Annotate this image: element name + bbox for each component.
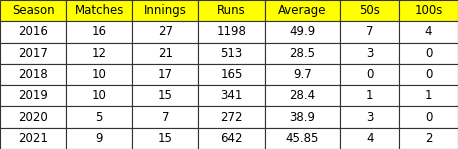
Text: 2017: 2017 xyxy=(18,47,48,60)
Bar xyxy=(340,106,399,128)
Bar xyxy=(132,106,198,128)
Bar xyxy=(198,21,265,43)
Text: Innings: Innings xyxy=(144,4,187,17)
Text: 38.9: 38.9 xyxy=(289,111,316,124)
Bar xyxy=(340,43,399,64)
Text: 10: 10 xyxy=(92,68,107,81)
Bar xyxy=(340,64,399,85)
Bar xyxy=(66,128,132,149)
Bar xyxy=(198,64,265,85)
Text: 16: 16 xyxy=(92,25,107,38)
Text: 0: 0 xyxy=(366,68,374,81)
Bar xyxy=(399,0,458,21)
Bar xyxy=(66,21,132,43)
Text: 2021: 2021 xyxy=(18,132,48,145)
Text: 4: 4 xyxy=(425,25,432,38)
Bar xyxy=(198,43,265,64)
Bar xyxy=(399,21,458,43)
Text: 9.7: 9.7 xyxy=(293,68,312,81)
Bar xyxy=(399,43,458,64)
Text: 2018: 2018 xyxy=(18,68,48,81)
Bar xyxy=(399,128,458,149)
Bar xyxy=(399,85,458,106)
Text: Runs: Runs xyxy=(217,4,246,17)
Text: Season: Season xyxy=(12,4,55,17)
Bar xyxy=(66,0,132,21)
Bar xyxy=(132,21,198,43)
Text: 642: 642 xyxy=(220,132,243,145)
Text: 28.4: 28.4 xyxy=(289,89,316,102)
Bar xyxy=(198,0,265,21)
Bar xyxy=(0,0,66,21)
Bar xyxy=(0,64,66,85)
Bar xyxy=(198,85,265,106)
Bar xyxy=(0,128,66,149)
Text: 45.85: 45.85 xyxy=(286,132,319,145)
Text: 1: 1 xyxy=(425,89,432,102)
Text: 2019: 2019 xyxy=(18,89,48,102)
Bar xyxy=(399,106,458,128)
Text: 1198: 1198 xyxy=(217,25,246,38)
Bar xyxy=(340,85,399,106)
Text: 7: 7 xyxy=(162,111,169,124)
Text: 50s: 50s xyxy=(360,4,380,17)
Text: 28.5: 28.5 xyxy=(289,47,316,60)
Text: 10: 10 xyxy=(92,89,107,102)
Bar xyxy=(198,128,265,149)
Bar xyxy=(132,128,198,149)
Text: 1: 1 xyxy=(366,89,374,102)
Bar xyxy=(66,85,132,106)
Bar xyxy=(265,128,340,149)
Bar xyxy=(340,128,399,149)
Text: 2020: 2020 xyxy=(18,111,48,124)
Text: 3: 3 xyxy=(366,111,374,124)
Bar xyxy=(132,0,198,21)
Text: 165: 165 xyxy=(220,68,243,81)
Text: 49.9: 49.9 xyxy=(289,25,316,38)
Text: 4: 4 xyxy=(366,132,374,145)
Text: 0: 0 xyxy=(425,68,432,81)
Text: 12: 12 xyxy=(92,47,107,60)
Bar xyxy=(265,106,340,128)
Bar xyxy=(0,85,66,106)
Text: 272: 272 xyxy=(220,111,243,124)
Bar xyxy=(265,0,340,21)
Text: 15: 15 xyxy=(158,132,173,145)
Text: 0: 0 xyxy=(425,111,432,124)
Bar xyxy=(66,64,132,85)
Bar xyxy=(265,64,340,85)
Text: 513: 513 xyxy=(220,47,243,60)
Bar xyxy=(66,43,132,64)
Text: 2: 2 xyxy=(425,132,432,145)
Bar xyxy=(132,85,198,106)
Bar xyxy=(0,43,66,64)
Text: 7: 7 xyxy=(366,25,374,38)
Text: 100s: 100s xyxy=(414,4,443,17)
Text: Matches: Matches xyxy=(75,4,124,17)
Bar xyxy=(66,106,132,128)
Bar xyxy=(340,21,399,43)
Text: 3: 3 xyxy=(366,47,374,60)
Bar xyxy=(340,0,399,21)
Text: 341: 341 xyxy=(220,89,243,102)
Bar xyxy=(132,64,198,85)
Bar xyxy=(0,21,66,43)
Bar xyxy=(198,106,265,128)
Bar xyxy=(399,64,458,85)
Bar xyxy=(265,85,340,106)
Text: Average: Average xyxy=(278,4,327,17)
Text: 27: 27 xyxy=(158,25,173,38)
Text: 2016: 2016 xyxy=(18,25,48,38)
Text: 0: 0 xyxy=(425,47,432,60)
Text: 5: 5 xyxy=(96,111,103,124)
Bar xyxy=(132,43,198,64)
Text: 17: 17 xyxy=(158,68,173,81)
Bar xyxy=(265,43,340,64)
Bar xyxy=(0,106,66,128)
Text: 9: 9 xyxy=(95,132,103,145)
Text: 15: 15 xyxy=(158,89,173,102)
Text: 21: 21 xyxy=(158,47,173,60)
Bar xyxy=(265,21,340,43)
